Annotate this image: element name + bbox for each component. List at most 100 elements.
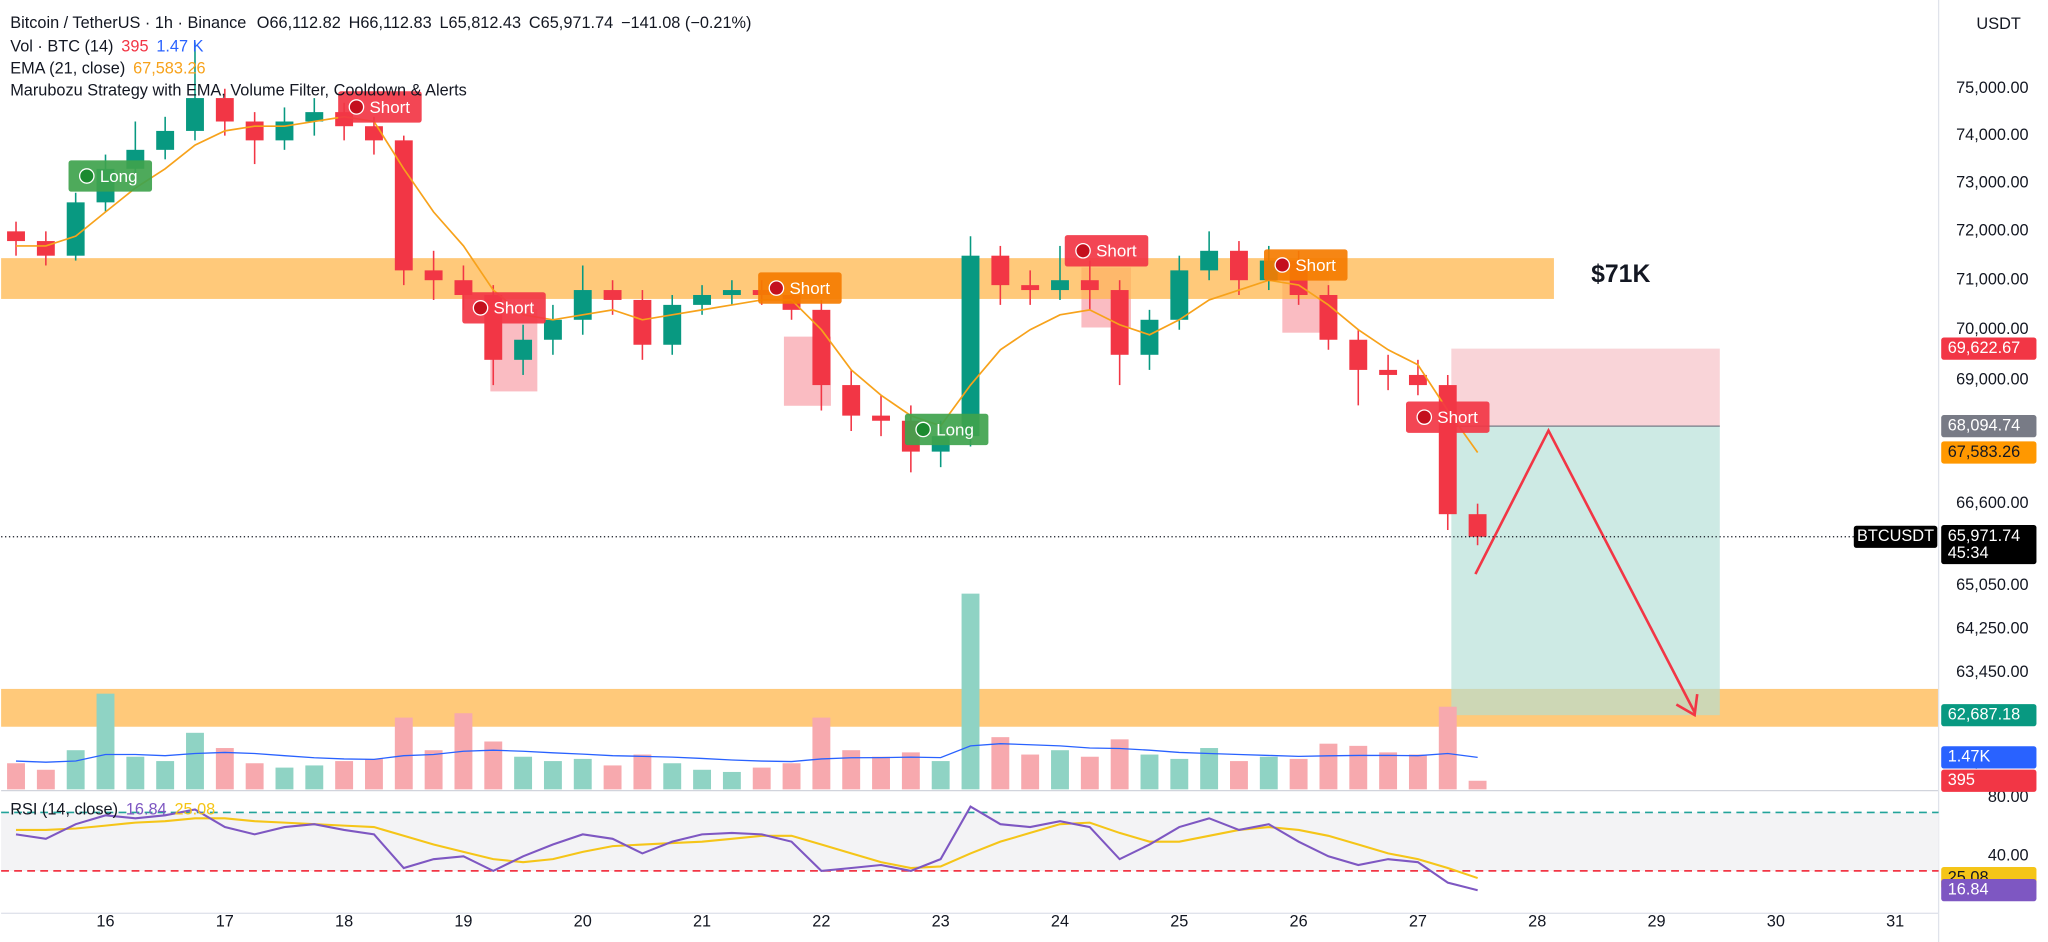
x-tick-label: 16: [96, 913, 114, 931]
candle-body: [1140, 319, 1159, 355]
candle-body: [1080, 280, 1099, 291]
candle-body: [693, 294, 712, 305]
signal-icon: [915, 421, 931, 438]
volume-bar: [722, 771, 741, 790]
volume-bar: [305, 765, 324, 790]
y-tick-label: 69,000.00: [1956, 370, 2029, 388]
signal-icon: [1416, 409, 1433, 425]
signal-label: Short: [462, 292, 546, 324]
volume-bar: [1319, 743, 1338, 790]
volume-bar: [126, 756, 145, 790]
stop-zone: [1451, 348, 1720, 427]
price-tag: [1941, 746, 2037, 769]
volume-bar: [1349, 745, 1368, 790]
candle-body: [633, 299, 652, 345]
price-tag: [1941, 337, 2037, 360]
candle-body: [1230, 250, 1248, 281]
volume-bar: [1140, 754, 1159, 790]
volume-bar: [782, 763, 801, 790]
candle-body: [215, 98, 234, 122]
candle-body: [245, 121, 264, 141]
price-tag-label: 1.47K: [1948, 748, 1991, 766]
projection-arrow: [1474, 427, 1696, 713]
x-tick-label: 25: [1170, 913, 1188, 931]
x-tick-label: 19: [454, 913, 472, 931]
volume-bar: [1080, 756, 1099, 790]
price-tag: [1941, 704, 2037, 727]
legend-text: L65,812.43: [439, 14, 521, 32]
arrow-head: [1675, 693, 1699, 718]
signal-box: [338, 91, 422, 123]
rsi-tick-label: 80.00: [1988, 788, 2029, 806]
signal-icon: [1274, 257, 1291, 273]
volume-bar: [245, 763, 264, 790]
price-tag-label: 395: [1948, 771, 1975, 789]
volume-bar: [156, 761, 175, 790]
signal-text: Short: [1295, 256, 1336, 275]
legend-text: Vol · BTC (14): [10, 37, 113, 55]
currency-label: USDT: [1976, 15, 2020, 33]
signal-box: [68, 160, 153, 192]
volume-bar: [1289, 758, 1308, 790]
candle-body: [1349, 339, 1368, 370]
candle-body: [543, 319, 562, 340]
symbol-tag-label: BTCUSDT: [1857, 527, 1934, 545]
volume-bar: [96, 693, 115, 790]
candle-body: [603, 290, 622, 300]
price-tag: [1941, 441, 2037, 464]
y-tick-label: 64,250.00: [1956, 619, 2029, 637]
y-tick-label: 71,000.00: [1956, 271, 2029, 289]
signal-box: [1406, 401, 1490, 433]
x-tick-label: 30: [1767, 913, 1785, 931]
legend-text: H66,112.83: [349, 14, 432, 32]
candle-body: [812, 309, 831, 386]
legend-text: −141.08 (−0.21%): [621, 14, 751, 32]
volume-bar: [812, 717, 831, 790]
rsi-band: [1, 812, 1939, 871]
legend-text: 25.08: [174, 801, 215, 819]
volume-bar: [991, 737, 1010, 790]
candle-body: [872, 415, 890, 421]
volume-bar: [1230, 761, 1248, 790]
legend-text: 67,583.26: [133, 59, 206, 77]
y-tick-label: 66,600.00: [1956, 494, 2029, 512]
x-tick-label: 21: [693, 913, 711, 931]
rsi-ma-line: [15, 817, 1478, 880]
volume-bar: [424, 750, 443, 790]
signal-box: [758, 272, 842, 304]
volume-bar: [603, 765, 622, 790]
candle-body: [1170, 270, 1189, 320]
candle-body: [1110, 290, 1129, 355]
volume-bar: [573, 758, 592, 790]
volume-bar: [215, 748, 234, 790]
signal-box: [462, 292, 546, 324]
candle-body: [991, 255, 1010, 286]
signal-label: Short: [1406, 401, 1490, 433]
price-tag: [1941, 879, 2037, 902]
volume-bar: [1170, 758, 1189, 790]
legend-text: O66,112.82: [257, 14, 341, 32]
volume-bar: [335, 761, 354, 790]
legend-text: 1.47 K: [156, 37, 203, 55]
volume-bar: [484, 741, 503, 790]
candle-body: [66, 202, 85, 256]
volume-bar: [901, 752, 920, 790]
signal-text: Long: [936, 420, 974, 439]
signal-icon: [348, 99, 365, 115]
volume-bar: [36, 769, 55, 790]
volume-bar: [394, 717, 413, 790]
candle-body: [1021, 285, 1040, 291]
target-zone: [1451, 426, 1720, 716]
price-tag-label: 65,971.74: [1948, 527, 2021, 545]
volume-bar: [693, 769, 712, 790]
price-tag-label: 69,622.67: [1948, 339, 2021, 357]
signal-text: Long: [100, 167, 138, 186]
price-tag-label: 67,583.26: [1948, 443, 2021, 461]
y-tick-label: 63,450.00: [1956, 663, 2029, 681]
signal-icon: [1075, 242, 1091, 259]
signal-icon: [472, 300, 489, 316]
candle-body: [663, 304, 682, 345]
volume-bar: [275, 767, 294, 790]
volume-bar: [931, 761, 950, 790]
x-tick-label: 24: [1051, 913, 1069, 931]
